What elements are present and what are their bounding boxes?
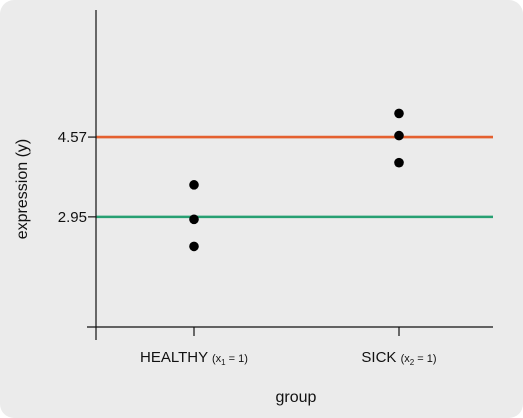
- x-tick-label-1: SICK (x2 = 1): [361, 349, 436, 367]
- point-0-0: [189, 180, 199, 190]
- x-tick-layer: HEALTHY (x1 = 1) SICK (x2 = 1): [140, 327, 437, 367]
- point-0-1: [189, 214, 199, 225]
- point-layer: [189, 108, 404, 252]
- point-1-1: [394, 130, 404, 141]
- y-tick-label-1: 4.57: [58, 129, 87, 146]
- y-tick-layer: 2.95 4.57: [58, 129, 96, 226]
- y-axis-title: expression (y): [14, 139, 31, 239]
- hline-layer: [96, 135, 493, 219]
- x-tick-label-0: HEALTHY (x1 = 1): [140, 349, 248, 367]
- y-tick-label-0: 2.95: [58, 209, 87, 226]
- point-0-2: [189, 241, 199, 252]
- x-axis-title: group: [276, 389, 317, 406]
- point-1-2: [394, 157, 404, 168]
- point-1-0: [394, 108, 404, 119]
